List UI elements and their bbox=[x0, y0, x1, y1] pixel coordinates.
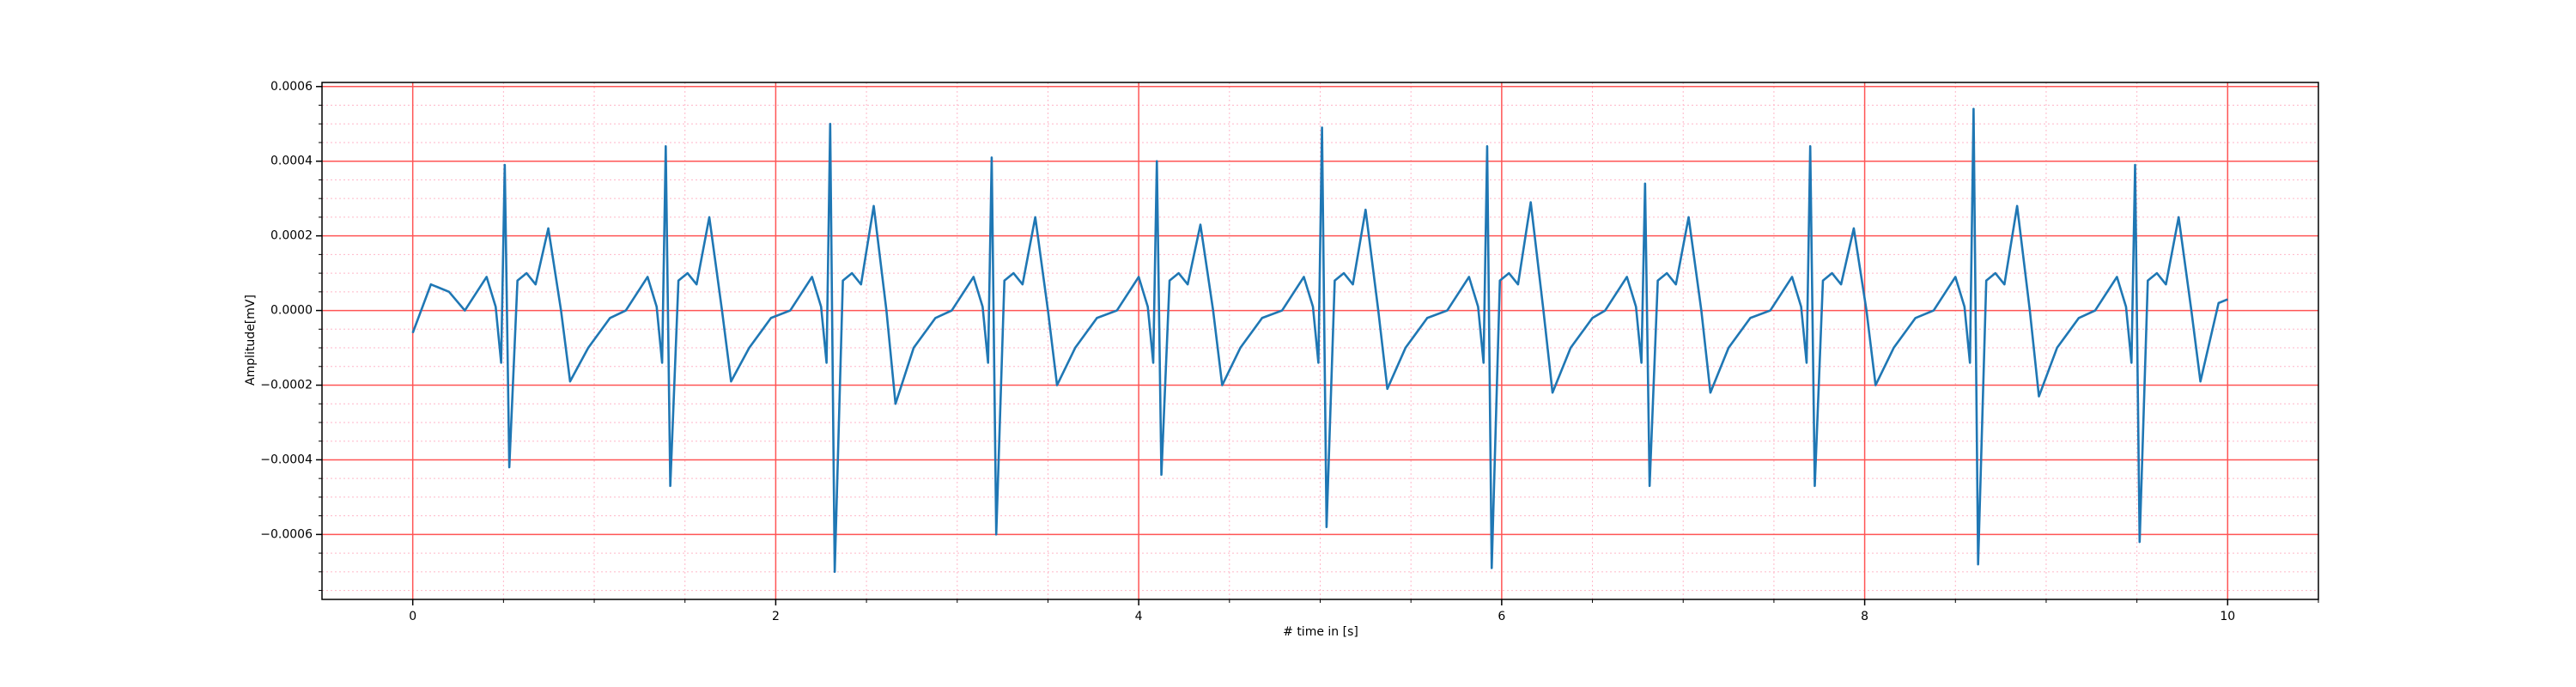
y-tick-label: 0.0006 bbox=[270, 80, 313, 94]
y-tick-label: 0.0002 bbox=[270, 229, 313, 243]
x-tick-label: 4 bbox=[1135, 610, 1143, 623]
y-tick-label: −0.0006 bbox=[260, 527, 313, 541]
x-tick-label: 10 bbox=[2220, 610, 2235, 623]
x-tick-label: 8 bbox=[1861, 610, 1868, 623]
y-tick-label: 0.0004 bbox=[270, 155, 313, 168]
y-tick-label: −0.0004 bbox=[260, 453, 313, 466]
plot-frame bbox=[321, 82, 2319, 600]
x-tick-label: 6 bbox=[1498, 610, 1505, 623]
x-axis-label: # time in [s] bbox=[1283, 625, 1358, 639]
x-tick-label: 0 bbox=[409, 610, 416, 623]
signal-line bbox=[411, 107, 2228, 574]
y-tick-label: −0.0002 bbox=[260, 379, 313, 392]
x-tick-label: 2 bbox=[772, 610, 780, 623]
y-axis-label: Amplitude[mV] bbox=[244, 295, 258, 386]
y-tick-label: 0.0000 bbox=[270, 304, 313, 318]
